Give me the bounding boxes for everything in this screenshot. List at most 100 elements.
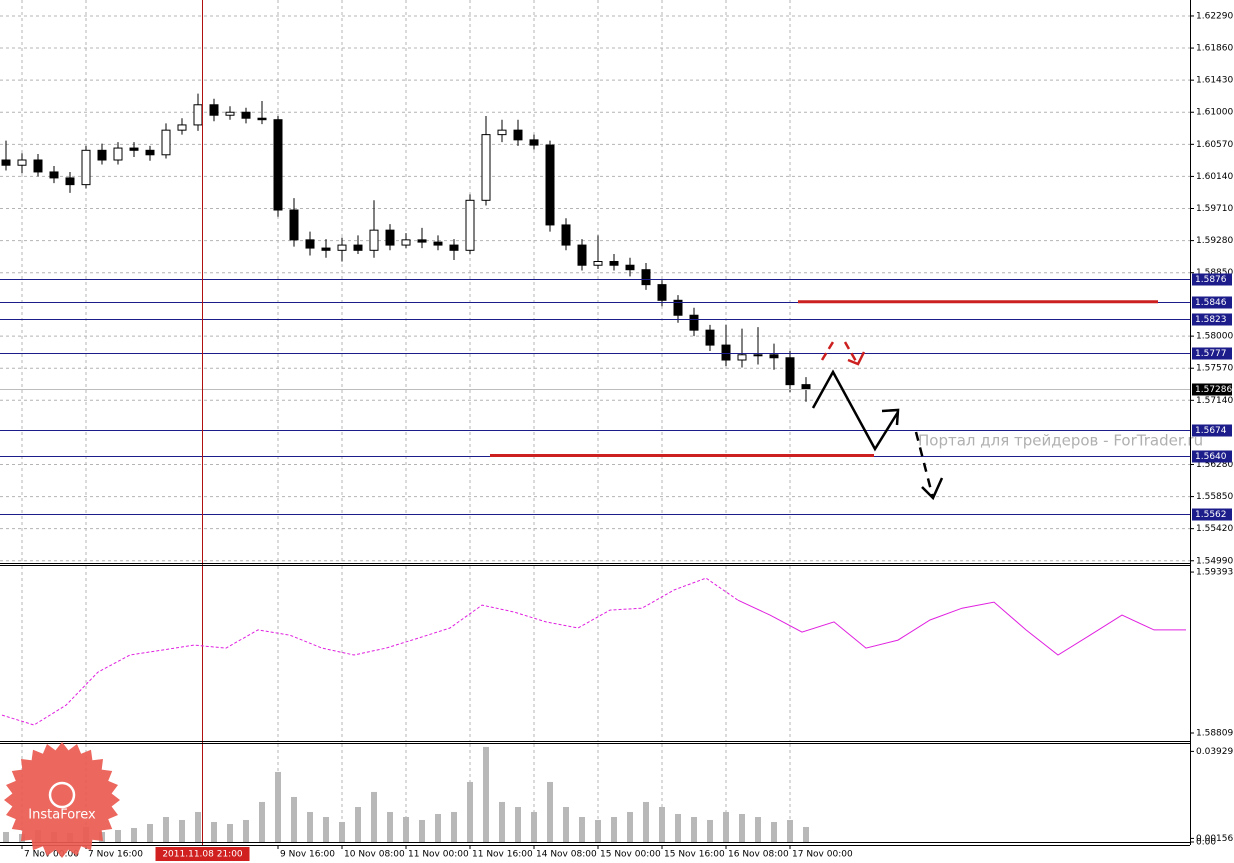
x-tick-label: 10 Nov 08:00 <box>344 850 405 860</box>
candle-body <box>737 354 747 361</box>
volume-bar <box>611 816 617 842</box>
candle-body <box>689 314 699 331</box>
volume-bar <box>195 811 201 842</box>
candle-body <box>257 117 267 121</box>
candle-body <box>497 129 507 136</box>
volume-bar <box>659 806 665 842</box>
volume-bar <box>627 811 633 842</box>
level-label-box <box>1192 450 1232 463</box>
candle-body <box>417 239 427 243</box>
candle-body <box>721 344 731 361</box>
y-tick-label: 1.58850 <box>1196 268 1233 278</box>
volume-bar <box>291 796 297 842</box>
candle-body <box>593 260 603 266</box>
candle-body <box>433 241 443 246</box>
forecast-dashed <box>914 431 935 499</box>
candle-body <box>801 384 811 390</box>
volume-bar <box>563 806 569 842</box>
candle-body <box>337 244 347 251</box>
volume-bar <box>147 823 153 842</box>
volume-bar <box>531 811 537 842</box>
x-tick-label: 11 Nov 00:00 <box>408 850 469 860</box>
volume-bar <box>483 746 489 842</box>
crosshair-label-box <box>155 847 250 861</box>
candle-body <box>129 147 139 151</box>
y-tick-label: 1.62290 <box>1196 11 1233 21</box>
y-tick-label: 1.56280 <box>1196 460 1233 470</box>
volume-bar <box>579 816 585 842</box>
candle-body <box>657 284 667 301</box>
volume-bar <box>115 829 121 842</box>
candle-body <box>561 224 571 246</box>
candle-body <box>449 244 459 251</box>
level-label: 1.5562 <box>1195 510 1227 520</box>
y-tick-label: 1.59710 <box>1196 204 1233 214</box>
x-tick-label: 11 Nov 16:00 <box>472 850 533 860</box>
volume-bar <box>515 806 521 842</box>
level-label: 1.5823 <box>1195 315 1227 325</box>
volume-bar <box>211 821 217 842</box>
candle-body <box>241 111 251 119</box>
y-tick-label: 1.61430 <box>1196 76 1233 86</box>
indicator-line <box>737 599 1186 656</box>
y-tick-label: 1.57140 <box>1196 396 1233 406</box>
level-label-box <box>1192 296 1232 309</box>
candle-body <box>465 199 475 251</box>
volume-bar <box>691 816 697 842</box>
y-tick-label: 1.57570 <box>1196 364 1233 374</box>
y-tick-label: 1.59393 <box>1196 568 1233 578</box>
candle-body <box>753 354 763 357</box>
indicator-line <box>1 577 739 726</box>
level-label-box <box>1192 273 1232 286</box>
level-label: 1.5876 <box>1195 275 1227 285</box>
volume-bar <box>275 771 281 842</box>
volume-bar <box>259 801 265 842</box>
logo-badge <box>4 742 120 858</box>
forecast-path <box>811 369 900 452</box>
volume-bar <box>771 821 777 842</box>
logo: InstaForex <box>4 742 120 858</box>
y-tick-label: 0.00156 <box>1196 834 1233 844</box>
level-label: 1.5674 <box>1195 426 1227 436</box>
volume-bar <box>163 816 169 842</box>
candle-body <box>705 329 715 346</box>
candle-body <box>545 144 555 226</box>
candle-body <box>273 119 283 211</box>
volume-bar <box>787 819 793 842</box>
candle-body <box>1 159 11 166</box>
level-label: 1.5846 <box>1195 298 1227 308</box>
volume-bar <box>675 813 681 842</box>
volume-bar <box>451 811 457 842</box>
forecast-alt <box>843 341 859 364</box>
candle-body <box>289 209 299 241</box>
volume-bar <box>307 811 313 842</box>
candle-body <box>401 239 411 246</box>
candle-body <box>481 134 491 201</box>
y-tick-label: 1.55420 <box>1196 524 1233 534</box>
y-tick-label: 1.60570 <box>1196 140 1233 150</box>
candle-body <box>785 357 795 386</box>
crosshair-label: 2011.11.08 21:00 <box>162 850 243 860</box>
candle-body <box>321 247 331 251</box>
logo-icon <box>48 781 76 809</box>
candle-body <box>353 244 363 251</box>
arrow-head <box>881 408 900 426</box>
candle-body <box>81 149 91 186</box>
candle-body <box>641 269 651 286</box>
level-label-box <box>1192 347 1232 360</box>
last-price-box <box>1192 383 1232 396</box>
volume-bar <box>723 811 729 842</box>
watermark: Портал для трейдеров - ForTrader.ru <box>918 432 1203 450</box>
volume-bar <box>3 831 9 842</box>
volume-bar <box>803 826 809 842</box>
y-tick-label: 1.54990 <box>1196 556 1233 566</box>
x-tick-label: 15 Nov 16:00 <box>664 850 725 860</box>
level-label-box <box>1192 313 1232 326</box>
y-tick-label: 0.03929 <box>1196 747 1233 757</box>
candle-body <box>305 239 315 249</box>
forecast-alt <box>820 341 835 361</box>
candle-body <box>577 244 587 266</box>
candle-body <box>529 139 539 146</box>
volume-bar <box>387 811 393 842</box>
candle-body <box>17 159 27 166</box>
